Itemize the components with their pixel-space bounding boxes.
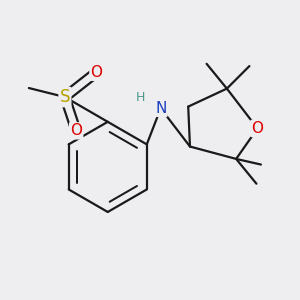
Text: O: O [91,65,103,80]
Text: N: N [155,101,166,116]
Text: O: O [70,123,82,138]
Text: S: S [60,88,70,106]
Text: H: H [136,91,145,103]
Text: O: O [251,121,263,136]
